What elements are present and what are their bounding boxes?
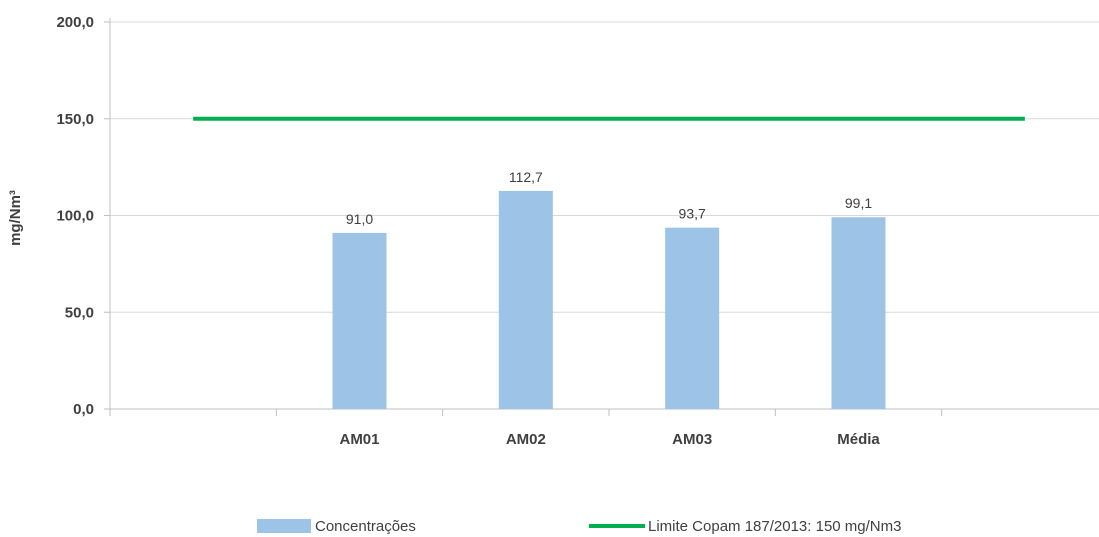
legend: Concentrações Limite Copam 187/2013: 150… xyxy=(257,518,901,535)
data-label: 112,7 xyxy=(509,169,543,185)
data-labels: 91,0 112,7 93,7 99,1 xyxy=(346,169,872,227)
axes xyxy=(109,18,1099,416)
x-tick-labels: AM01 AM02 AM03 Média xyxy=(339,431,880,448)
y-axis-title: mg/Nm³ xyxy=(7,190,24,246)
data-label: 91,0 xyxy=(346,211,373,227)
data-label: 93,7 xyxy=(679,206,706,222)
data-label: 99,1 xyxy=(845,195,872,211)
gridlines xyxy=(104,21,1099,410)
x-tick-label: AM03 xyxy=(672,431,712,448)
bar-series xyxy=(332,190,886,409)
legend-label-line: Limite Copam 187/2013: 150 mg/Nm3 xyxy=(648,518,901,535)
y-tick-label: 200,0 xyxy=(56,14,94,31)
bar xyxy=(831,217,886,409)
y-tick-label: 100,0 xyxy=(56,208,94,225)
y-tick-labels: 0,0 50,0 100,0 150,0 200,0 xyxy=(56,14,94,418)
y-tick-label: 150,0 xyxy=(56,111,94,128)
bar xyxy=(332,232,387,409)
bar xyxy=(498,190,553,409)
x-tick-label: AM01 xyxy=(339,431,379,448)
legend-label-bar: Concentrações xyxy=(315,518,416,535)
bar xyxy=(665,227,720,409)
x-tick-label: Média xyxy=(837,431,880,448)
legend-swatch-bar xyxy=(257,519,311,533)
x-tick-label: AM02 xyxy=(506,431,546,448)
y-tick-label: 0,0 xyxy=(73,401,94,418)
y-tick-label: 50,0 xyxy=(65,304,94,321)
